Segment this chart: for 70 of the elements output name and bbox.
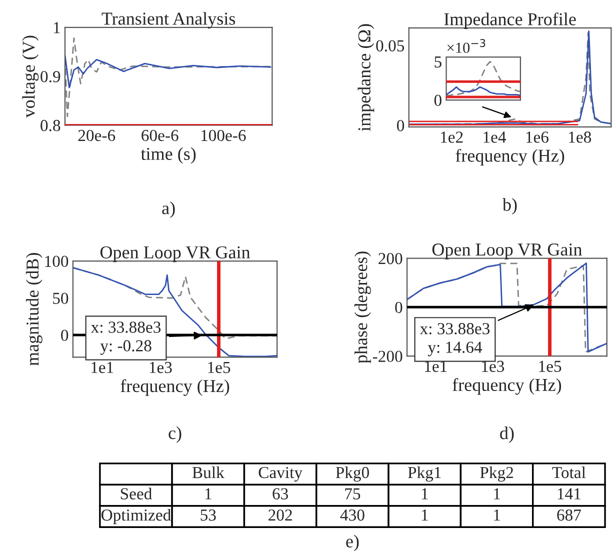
chart-title: Transient Analysis xyxy=(102,12,236,29)
x-axis-title: frequency (Hz) xyxy=(456,148,564,166)
x-tick-label: 100e-6 xyxy=(201,130,246,142)
data-label: 1 xyxy=(422,510,428,521)
y-tick-label: 50 xyxy=(53,292,68,304)
x-axis-title: frequency (Hz) xyxy=(120,379,230,396)
y-tick-label: 0 xyxy=(61,330,68,341)
x-axis-title: time (s) xyxy=(140,147,196,164)
x-tick-label: 1e3 xyxy=(150,362,172,374)
category-label: Pkg1 xyxy=(408,466,441,482)
data-label: 687 xyxy=(557,509,581,521)
text: b) xyxy=(502,198,517,215)
line-series xyxy=(64,37,272,118)
text: e) xyxy=(346,534,359,552)
category-label: Pkg2 xyxy=(480,466,514,482)
data-label: 430 xyxy=(340,509,364,521)
text: c) xyxy=(168,426,182,443)
data-label: 202 xyxy=(268,509,292,521)
x-tick-label: 1e1 xyxy=(425,360,447,372)
data-label: 53 xyxy=(200,509,216,521)
y-tick-label: 0.9 xyxy=(40,71,60,82)
x-tick-label: 1e2 xyxy=(440,132,463,143)
x-tick-label: 20e-6 xyxy=(78,130,116,142)
category-label: Total xyxy=(552,466,586,478)
data-label: 63 xyxy=(272,488,288,500)
chart-title: Impedance Profile xyxy=(444,12,576,30)
x-tick-label: 1e4 xyxy=(484,132,506,143)
annotation: ×10$^{−3}$ xyxy=(447,39,486,53)
category-label: Cavity xyxy=(258,466,302,482)
legend-label: Optimized xyxy=(102,508,171,524)
text: a) xyxy=(162,202,175,218)
annotation: x: 33.88e3 y: 14.64 xyxy=(420,323,490,356)
x-tick-label: 1e5 xyxy=(539,360,562,372)
y-tick-label: -200 xyxy=(372,350,402,362)
line-series xyxy=(446,60,520,96)
y-tick-label: 0 xyxy=(434,94,442,106)
data-label: 1 xyxy=(494,510,500,521)
y-tick-label: 100 xyxy=(45,256,68,267)
y-tick-label: 0.8 xyxy=(40,120,60,132)
y-axis-title: impedance (Ω) xyxy=(358,24,374,132)
data-label: 75 xyxy=(345,488,360,500)
x-tick-label: 1e8 xyxy=(569,132,592,143)
legend-label: Seed xyxy=(120,488,152,500)
line-series xyxy=(446,86,520,96)
data-label: 141 xyxy=(558,488,580,500)
y-tick-label: 1 xyxy=(54,22,60,34)
line-series xyxy=(64,54,272,88)
category-label: Bulk xyxy=(192,466,224,478)
chart-title: Open Loop VR Gain xyxy=(432,244,582,260)
category-label: Pkg0 xyxy=(336,466,369,482)
y-tick-label: 0.05 xyxy=(376,40,404,52)
y-tick-label: 0 xyxy=(397,120,404,132)
y-axis-title: voltage (V) xyxy=(22,36,39,118)
data-label: 1 xyxy=(205,488,212,500)
text: d) xyxy=(500,426,514,443)
x-tick-label: 60e-6 xyxy=(142,130,178,142)
x-tick-label: 1e6 xyxy=(526,132,548,143)
y-tick-label: 5 xyxy=(434,56,442,68)
x-tick-label: 1e3 xyxy=(482,360,504,372)
data-label: 1 xyxy=(422,488,428,500)
x-tick-label: 1e1 xyxy=(92,362,114,374)
x-axis-title: frequency (Hz) xyxy=(452,378,562,395)
y-tick-label: 0 xyxy=(395,302,402,314)
y-tick-label: 200 xyxy=(378,252,402,264)
y-axis-title: magnitude (dB) xyxy=(26,253,42,366)
y-axis-title: phase (degrees) xyxy=(354,252,371,364)
data-label: 1 xyxy=(494,488,500,500)
annotation: x: 33.88e3 y: -0.28 xyxy=(90,322,161,355)
x-tick-label: 1e5 xyxy=(208,362,230,374)
chart-title: Open Loop VR Gain xyxy=(100,246,250,262)
